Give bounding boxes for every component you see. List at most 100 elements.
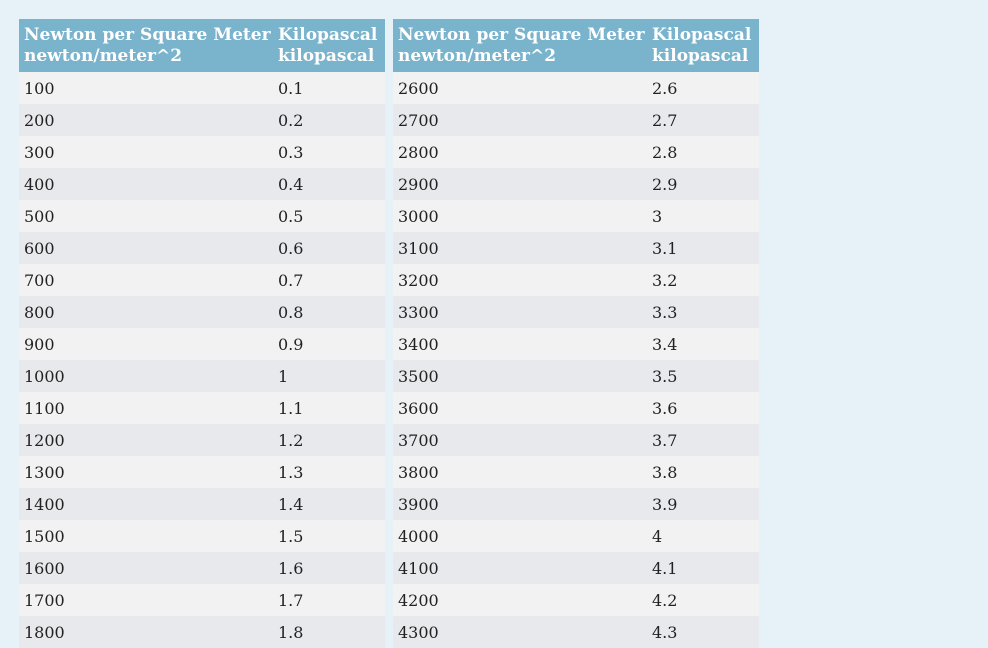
table-row: 1800 1.8 <box>19 616 385 648</box>
table-header-row: Newton per Square Meter newton/meter^2 K… <box>19 19 385 72</box>
table-row: 1400 1.4 <box>19 488 385 520</box>
cell-kilopascal: 3.8 <box>647 456 759 488</box>
table-row: 2700 2.7 <box>393 104 759 136</box>
cell-kilopascal: 3.2 <box>647 264 759 296</box>
cell-newton-per-square-meter: 1700 <box>19 584 273 616</box>
cell-kilopascal: 0.6 <box>273 232 385 264</box>
table-row: 3500 3.5 <box>393 360 759 392</box>
cell-newton-per-square-meter: 1400 <box>19 488 273 520</box>
cell-newton-per-square-meter: 3900 <box>393 488 647 520</box>
cell-kilopascal: 1.1 <box>273 392 385 424</box>
cell-kilopascal: 3.7 <box>647 424 759 456</box>
table-row: 1200 1.2 <box>19 424 385 456</box>
header-newton-per-square-meter: Newton per Square Meter newton/meter^2 <box>19 19 273 72</box>
table-body-left: 100 0.1 200 0.2 300 0.3 400 0.4 500 0.5 600 0.6 700 0… <box>19 72 385 648</box>
cell-kilopascal: 2.8 <box>647 136 759 168</box>
table-row: 1600 1.6 <box>19 552 385 584</box>
cell-kilopascal: 2.7 <box>647 104 759 136</box>
cell-kilopascal: 0.3 <box>273 136 385 168</box>
cell-kilopascal: 3.4 <box>647 328 759 360</box>
cell-kilopascal: 2.9 <box>647 168 759 200</box>
cell-newton-per-square-meter: 4000 <box>393 520 647 552</box>
cell-newton-per-square-meter: 1500 <box>19 520 273 552</box>
table-row: 4100 4.1 <box>393 552 759 584</box>
cell-kilopascal: 3 <box>647 200 759 232</box>
table-row: 3600 3.6 <box>393 392 759 424</box>
cell-kilopascal: 4 <box>647 520 759 552</box>
header-unit-name: Newton per Square Meter <box>398 25 645 45</box>
cell-newton-per-square-meter: 500 <box>19 200 273 232</box>
cell-kilopascal: 0.2 <box>273 104 385 136</box>
cell-kilopascal: 0.1 <box>273 72 385 104</box>
cell-kilopascal: 0.9 <box>273 328 385 360</box>
cell-kilopascal: 3.3 <box>647 296 759 328</box>
table-row: 500 0.5 <box>19 200 385 232</box>
table-row: 4000 4 <box>393 520 759 552</box>
cell-newton-per-square-meter: 1000 <box>19 360 273 392</box>
table-row: 2800 2.8 <box>393 136 759 168</box>
table-row: 400 0.4 <box>19 168 385 200</box>
conversion-table-right: Newton per Square Meter newton/meter^2 K… <box>393 19 759 648</box>
conversion-table-left: Newton per Square Meter newton/meter^2 K… <box>19 19 385 648</box>
cell-kilopascal: 3.6 <box>647 392 759 424</box>
table-row: 1000 1 <box>19 360 385 392</box>
cell-kilopascal: 0.8 <box>273 296 385 328</box>
cell-newton-per-square-meter: 4100 <box>393 552 647 584</box>
header-unit-symbol: kilopascal <box>278 46 375 66</box>
table-body-right: 2600 2.6 2700 2.7 2800 2.8 2900 2.9 3000 3 3100 3.1… <box>393 72 759 648</box>
cell-kilopascal: 0.7 <box>273 264 385 296</box>
table-row: 1100 1.1 <box>19 392 385 424</box>
table-row: 3700 3.7 <box>393 424 759 456</box>
table-row: 1700 1.7 <box>19 584 385 616</box>
cell-newton-per-square-meter: 200 <box>19 104 273 136</box>
cell-kilopascal: 4.3 <box>647 616 759 648</box>
table-row: 3300 3.3 <box>393 296 759 328</box>
table-row: 700 0.7 <box>19 264 385 296</box>
header-kilopascal: Kilopascal kilopascal <box>273 19 385 72</box>
cell-newton-per-square-meter: 3100 <box>393 232 647 264</box>
cell-kilopascal: 1 <box>273 360 385 392</box>
table-row: 4300 4.3 <box>393 616 759 648</box>
table-row: 900 0.9 <box>19 328 385 360</box>
header-unit-symbol: newton/meter^2 <box>398 46 557 66</box>
header-unit-name: Kilopascal <box>652 25 752 45</box>
table-row: 3800 3.8 <box>393 456 759 488</box>
cell-newton-per-square-meter: 4300 <box>393 616 647 648</box>
table-row: 800 0.8 <box>19 296 385 328</box>
cell-newton-per-square-meter: 1300 <box>19 456 273 488</box>
cell-kilopascal: 1.3 <box>273 456 385 488</box>
cell-newton-per-square-meter: 100 <box>19 72 273 104</box>
cell-kilopascal: 2.6 <box>647 72 759 104</box>
cell-newton-per-square-meter: 3600 <box>393 392 647 424</box>
cell-newton-per-square-meter: 2800 <box>393 136 647 168</box>
table-row: 2600 2.6 <box>393 72 759 104</box>
table-row: 3100 3.1 <box>393 232 759 264</box>
cell-kilopascal: 0.4 <box>273 168 385 200</box>
cell-newton-per-square-meter: 600 <box>19 232 273 264</box>
table-row: 100 0.1 <box>19 72 385 104</box>
cell-newton-per-square-meter: 300 <box>19 136 273 168</box>
cell-newton-per-square-meter: 3000 <box>393 200 647 232</box>
header-kilopascal: Kilopascal kilopascal <box>647 19 759 72</box>
cell-newton-per-square-meter: 800 <box>19 296 273 328</box>
table-row: 3000 3 <box>393 200 759 232</box>
cell-newton-per-square-meter: 1200 <box>19 424 273 456</box>
cell-kilopascal: 1.8 <box>273 616 385 648</box>
cell-newton-per-square-meter: 2600 <box>393 72 647 104</box>
table-row: 2900 2.9 <box>393 168 759 200</box>
cell-newton-per-square-meter: 3300 <box>393 296 647 328</box>
table-row: 4200 4.2 <box>393 584 759 616</box>
cell-newton-per-square-meter: 3200 <box>393 264 647 296</box>
cell-newton-per-square-meter: 3500 <box>393 360 647 392</box>
table-row: 300 0.3 <box>19 136 385 168</box>
header-newton-per-square-meter: Newton per Square Meter newton/meter^2 <box>393 19 647 72</box>
table-row: 200 0.2 <box>19 104 385 136</box>
cell-kilopascal: 3.1 <box>647 232 759 264</box>
cell-newton-per-square-meter: 3400 <box>393 328 647 360</box>
header-unit-symbol: newton/meter^2 <box>24 46 183 66</box>
cell-kilopascal: 3.9 <box>647 488 759 520</box>
cell-kilopascal: 1.2 <box>273 424 385 456</box>
table-row: 1300 1.3 <box>19 456 385 488</box>
cell-kilopascal: 0.5 <box>273 200 385 232</box>
header-unit-symbol: kilopascal <box>652 46 749 66</box>
